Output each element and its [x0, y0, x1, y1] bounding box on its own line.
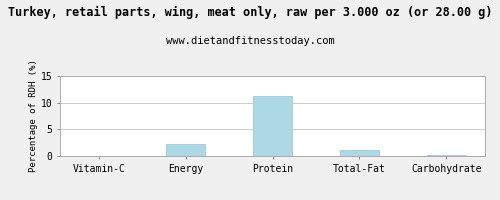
Text: Turkey, retail parts, wing, meat only, raw per 3.000 oz (or 28.00 g): Turkey, retail parts, wing, meat only, r…	[8, 6, 492, 19]
Bar	[426, 155, 466, 156]
Y-axis label: Percentage of RDH (%): Percentage of RDH (%)	[29, 60, 38, 172]
Bar	[166, 144, 205, 156]
Bar	[253, 96, 292, 156]
Bar	[340, 150, 379, 156]
Text: www.dietandfitnesstoday.com: www.dietandfitnesstoday.com	[166, 36, 334, 46]
